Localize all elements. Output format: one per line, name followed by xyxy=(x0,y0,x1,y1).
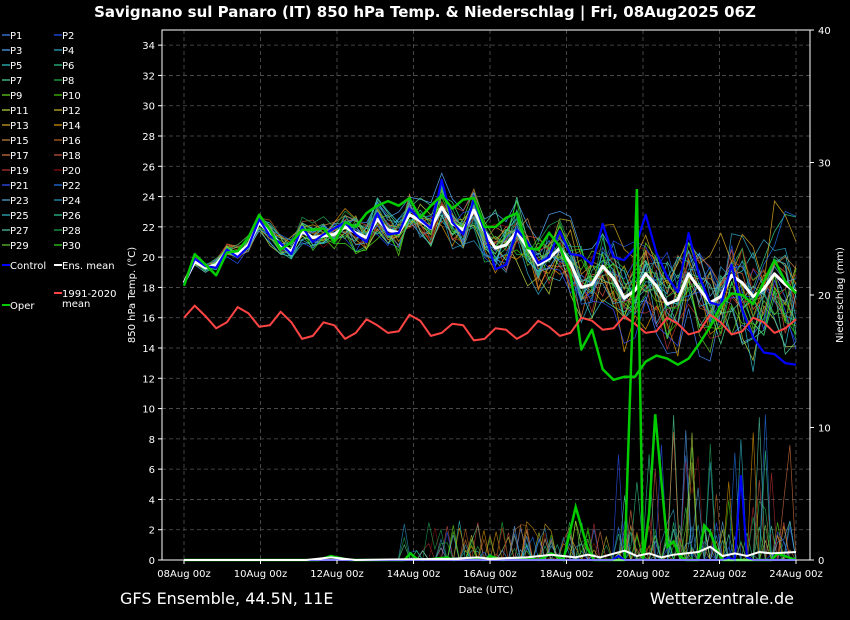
legend-label: P7 xyxy=(10,76,22,87)
footer-right: Wetterzentrale.de xyxy=(650,589,794,608)
y-tick-label: 24 xyxy=(142,193,155,204)
legend-label: P30 xyxy=(62,241,81,252)
x-axis-ticks: 08Aug 00z 10Aug 00z 12Aug 00z 14Aug 00z 16Au… xyxy=(157,560,823,580)
legend-label-clim: 1991-2020 mean xyxy=(62,289,117,310)
legend-label: P12 xyxy=(62,106,81,117)
legend-label: P23 xyxy=(10,196,29,207)
chart-title: Savignano sul Panaro (IT) 850 hPa Temp. … xyxy=(94,3,756,22)
x-tick-label: 08Aug 00z xyxy=(157,569,210,580)
x-tick-label: 14Aug 00z xyxy=(387,569,440,580)
y2-axis-ticks: 0 10 20 30 40 xyxy=(810,26,831,567)
series-line-1991-2020-mean xyxy=(183,304,797,342)
member-precip-p4 xyxy=(184,461,796,561)
legend-label-control: Control xyxy=(10,261,46,272)
x-tick-label: 10Aug 00z xyxy=(234,569,287,580)
y-tick-label: 28 xyxy=(142,132,155,143)
legend-label: P26 xyxy=(62,211,81,222)
legend-label: P27 xyxy=(10,226,29,237)
legend-label: P8 xyxy=(62,76,74,87)
legend-label: P4 xyxy=(62,46,74,57)
x-tick-label: 18Aug 00z xyxy=(540,569,593,580)
y-axis-label: 850 hPa Temp. (°C) xyxy=(127,247,138,343)
x-tick-label: 16Aug 00z xyxy=(463,569,516,580)
member-line-p22 xyxy=(183,207,797,307)
y-tick-label: 2 xyxy=(149,526,155,537)
legend-label-mean: Ens. mean xyxy=(62,261,115,272)
legend-label: P14 xyxy=(62,121,81,132)
y-tick-label: 32 xyxy=(142,71,155,82)
y2-tick-label: 40 xyxy=(818,26,831,37)
legend-label: P18 xyxy=(62,151,81,162)
y-tick-label: 26 xyxy=(142,162,155,173)
y-tick-label: 6 xyxy=(149,465,155,476)
legend-label: P3 xyxy=(10,46,22,57)
legend-label: P22 xyxy=(62,181,81,192)
legend-label: P6 xyxy=(62,61,74,72)
grid xyxy=(162,30,810,561)
y2-axis-label: Niederschlag (mm) xyxy=(835,247,846,343)
y-tick-label: 4 xyxy=(149,495,155,506)
y-tick-label: 0 xyxy=(149,556,155,567)
legend: P1 P2 P3 P4 P5 P6 P7 P8 P9 P10 P11 P12 P13 P14 P15 P16 P… xyxy=(2,31,117,312)
legend-label: P21 xyxy=(10,181,29,192)
legend-label: P9 xyxy=(10,91,22,102)
y-tick-label: 18 xyxy=(142,283,155,294)
legend-label: P19 xyxy=(10,166,29,177)
x-axis-label: Date (UTC) xyxy=(459,585,514,596)
precip-line-control xyxy=(184,475,796,562)
y-tick-label: 8 xyxy=(149,435,155,446)
legend-label: P1 xyxy=(10,31,22,42)
precip-line-ens-mean xyxy=(184,545,797,562)
legend-label: P10 xyxy=(62,91,81,102)
y2-tick-label: 30 xyxy=(818,159,831,170)
x-tick-label: 20Aug 00z xyxy=(616,569,669,580)
plot-frame xyxy=(161,29,811,561)
y-tick-label: 34 xyxy=(142,41,155,52)
legend-label: P11 xyxy=(10,106,29,117)
legend-label: P15 xyxy=(10,136,29,147)
y-tick-label: 14 xyxy=(142,344,155,355)
legend-label: P20 xyxy=(62,166,81,177)
legend-label-oper: Oper xyxy=(10,301,35,312)
legend-label: P2 xyxy=(62,31,74,42)
y-tick-label: 22 xyxy=(142,223,155,234)
legend-label: P24 xyxy=(62,196,81,207)
legend-label: P13 xyxy=(10,121,29,132)
x-tick-label: 24Aug 00z xyxy=(769,569,822,580)
footer-left: GFS Ensemble, 44.5N, 11E xyxy=(120,589,333,608)
y2-tick-label: 0 xyxy=(818,556,824,567)
member-precip-p12 xyxy=(184,462,796,562)
y-tick-label: 20 xyxy=(142,253,155,264)
y-tick-label: 30 xyxy=(142,102,155,113)
series-lines xyxy=(182,172,797,382)
y-tick-label: 16 xyxy=(142,314,155,325)
x-tick-label: 12Aug 00z xyxy=(310,569,363,580)
legend-label: P25 xyxy=(10,211,29,222)
y-tick-label: 10 xyxy=(142,405,155,416)
series-line-control xyxy=(182,178,797,366)
series-line-oper xyxy=(182,193,797,382)
y2-tick-label: 20 xyxy=(818,291,831,302)
y-tick-label: 12 xyxy=(142,374,155,385)
legend-label: P16 xyxy=(62,136,81,147)
legend-label: P28 xyxy=(62,226,81,237)
legend-label: P5 xyxy=(10,61,22,72)
x-tick-label: 22Aug 00z xyxy=(693,569,746,580)
legend-label: P29 xyxy=(10,241,29,252)
legend-label: P17 xyxy=(10,151,29,162)
y2-tick-label: 10 xyxy=(818,424,831,435)
